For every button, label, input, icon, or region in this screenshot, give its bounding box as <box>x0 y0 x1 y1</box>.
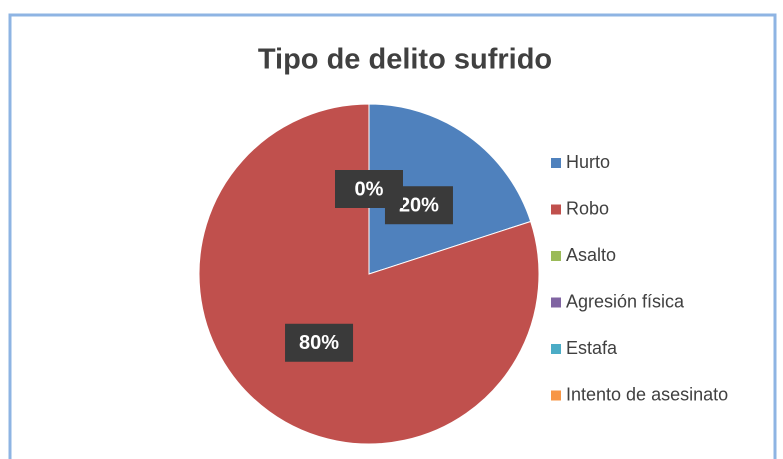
legend-label: Intento de asesinato <box>566 384 728 404</box>
legend-label: Robo <box>566 198 609 218</box>
legend-swatch <box>551 204 561 215</box>
data-label: 80% <box>285 323 354 362</box>
legend-label: Estafa <box>566 338 618 358</box>
data-label-text: 80% <box>299 332 339 354</box>
legend-swatch <box>551 390 561 401</box>
data-label-text: 20% <box>399 195 439 217</box>
data-label-box <box>285 323 354 362</box>
legend-label: Asalto <box>566 245 616 265</box>
pie-slice <box>198 103 540 445</box>
legend-label: Hurto <box>566 152 610 172</box>
chart-title: Tipo de delito sufrido <box>258 44 552 76</box>
data-label-text: 0% <box>355 178 384 200</box>
legend-swatch <box>551 251 561 261</box>
legend-swatch <box>551 297 561 308</box>
legend-swatch <box>551 158 561 168</box>
data-label-box <box>335 170 403 208</box>
legend-label: Agresión física <box>566 291 685 311</box>
data-label: 0% <box>335 170 403 208</box>
legend-swatch <box>551 344 561 354</box>
